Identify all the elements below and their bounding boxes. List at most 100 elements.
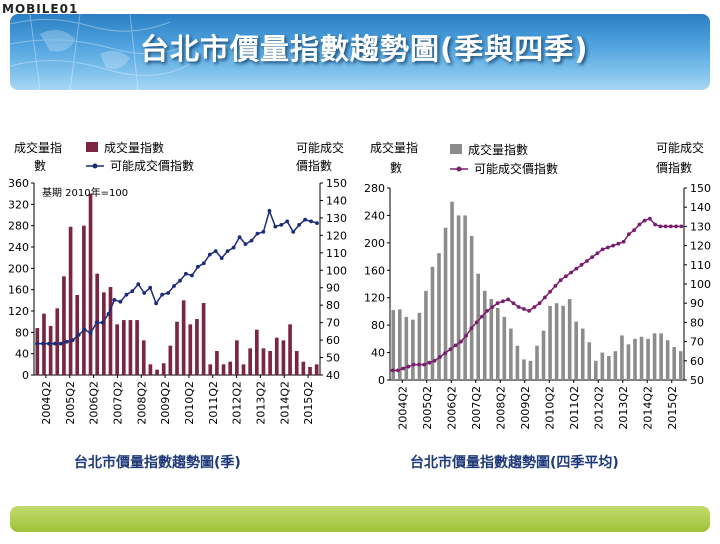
x-tick-label: 2011Q2 bbox=[207, 381, 220, 425]
line-point bbox=[201, 261, 206, 266]
line-point bbox=[448, 347, 453, 352]
line-point bbox=[396, 368, 400, 373]
line-point bbox=[401, 366, 405, 371]
line-point bbox=[267, 209, 272, 213]
bar bbox=[261, 348, 266, 375]
x-tick-label: 2013Q2 bbox=[254, 381, 267, 425]
x-tick-label: 2008Q2 bbox=[135, 381, 148, 425]
line-point bbox=[82, 327, 87, 332]
bar bbox=[633, 338, 637, 380]
bar bbox=[594, 360, 598, 380]
left-tick-label: 240 bbox=[364, 209, 385, 222]
bar bbox=[417, 312, 422, 380]
bar bbox=[195, 319, 199, 375]
bar bbox=[620, 335, 624, 380]
x-tick-label: 2012Q2 bbox=[592, 386, 605, 430]
line-point bbox=[417, 362, 421, 367]
line-point bbox=[190, 273, 194, 278]
right-tick-label: 110 bbox=[690, 259, 711, 272]
line-point bbox=[511, 301, 516, 306]
right-tick-label: 100 bbox=[326, 264, 347, 277]
bar bbox=[561, 305, 565, 380]
line-point bbox=[160, 292, 165, 297]
bar bbox=[469, 236, 474, 380]
right-tick-label: 150 bbox=[690, 182, 711, 195]
bar bbox=[175, 321, 179, 375]
bar bbox=[235, 340, 239, 375]
line-point bbox=[553, 284, 558, 288]
line-point bbox=[506, 297, 510, 302]
right-tick-label: 140 bbox=[326, 194, 347, 207]
right-tick-label: 70 bbox=[326, 317, 340, 330]
bar bbox=[108, 287, 113, 375]
bar bbox=[308, 367, 312, 375]
line-point bbox=[632, 228, 636, 233]
left-tick-label: 40 bbox=[15, 348, 29, 361]
line-point bbox=[285, 219, 290, 224]
line-point bbox=[590, 255, 594, 259]
line-point bbox=[243, 242, 248, 247]
bar bbox=[228, 361, 233, 375]
line-point bbox=[76, 333, 81, 337]
bar bbox=[301, 361, 306, 375]
line-point bbox=[315, 221, 319, 225]
line-point bbox=[255, 231, 260, 236]
bar bbox=[115, 324, 119, 375]
caption-left: 台北市價量指數趨勢圖(季) bbox=[74, 455, 241, 471]
bar bbox=[188, 324, 193, 375]
line-point bbox=[100, 320, 105, 325]
right-tick-label: 70 bbox=[690, 336, 704, 349]
x-tick-label: 2012Q2 bbox=[231, 381, 244, 425]
bar bbox=[135, 320, 139, 375]
line-point bbox=[585, 259, 589, 263]
logo: MOBILE01 bbox=[2, 2, 79, 16]
line-point bbox=[303, 217, 307, 222]
x-tick-label: 2006Q2 bbox=[88, 381, 101, 425]
bar bbox=[476, 273, 480, 380]
line-point bbox=[548, 289, 552, 294]
line-point bbox=[130, 289, 135, 294]
line-point bbox=[213, 249, 218, 254]
bar bbox=[288, 324, 292, 375]
bar bbox=[522, 359, 526, 380]
right-y-title-2: 價指數 bbox=[656, 160, 692, 175]
bar bbox=[148, 364, 153, 375]
legend-line-label: 可能成交價指數 bbox=[110, 158, 194, 173]
x-tick-label: 2010Q2 bbox=[183, 381, 196, 425]
legend-bar-label: 成交量指數 bbox=[468, 142, 528, 157]
bar bbox=[548, 305, 552, 380]
line-point bbox=[35, 341, 39, 346]
bar bbox=[208, 364, 213, 375]
x-tick-label: 2013Q2 bbox=[617, 386, 630, 430]
caption-right: 台北市價量指數趨勢圖(四季平均) bbox=[410, 455, 619, 471]
bar bbox=[48, 325, 53, 375]
header-area: MOBILE01 台北市價量指數趨勢圖(季與四季) bbox=[0, 0, 720, 96]
line-point bbox=[166, 291, 171, 295]
left-tick-label: 40 bbox=[371, 347, 385, 360]
line-point bbox=[532, 305, 537, 309]
left-tick-label: 200 bbox=[8, 262, 29, 275]
line-point bbox=[480, 314, 484, 319]
bar bbox=[181, 300, 186, 375]
x-tick-label: 2014Q2 bbox=[278, 381, 291, 425]
bar bbox=[268, 351, 272, 375]
line-point bbox=[237, 235, 242, 240]
bar bbox=[221, 364, 226, 375]
bar bbox=[574, 321, 578, 380]
page-title: 台北市價量指數趨勢圖(季與四季) bbox=[140, 32, 589, 66]
right-tick-label: 130 bbox=[690, 220, 711, 233]
bar bbox=[404, 316, 409, 380]
x-tick-label: 2007Q2 bbox=[470, 386, 483, 430]
bar bbox=[600, 352, 605, 380]
bar bbox=[672, 347, 676, 380]
bar bbox=[678, 351, 683, 380]
bar bbox=[168, 345, 173, 375]
line-point bbox=[41, 341, 45, 346]
left-y-title-2: 數 bbox=[390, 161, 402, 175]
line-point bbox=[148, 285, 153, 290]
bar bbox=[424, 290, 428, 380]
line-point bbox=[53, 341, 57, 346]
bar bbox=[639, 336, 644, 380]
line-point bbox=[184, 271, 188, 276]
line-point bbox=[94, 320, 99, 325]
